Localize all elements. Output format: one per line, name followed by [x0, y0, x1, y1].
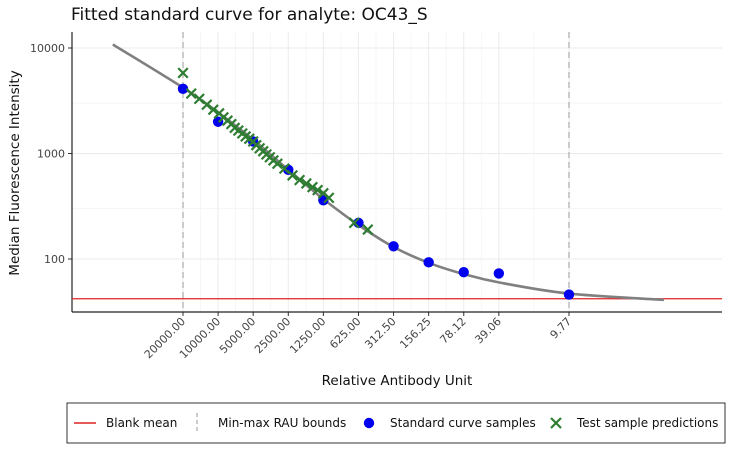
x-tick-label: 78.12 [437, 315, 468, 346]
test-prediction-point [300, 177, 312, 190]
test-prediction-point [193, 93, 205, 105]
test-prediction-stroke [323, 192, 335, 204]
legend: Blank mean Min-max RAU bounds Standard cur… [66, 402, 726, 444]
test-prediction-point [286, 169, 299, 181]
fitted-curve [112, 43, 664, 302]
test-prediction-stroke [317, 187, 329, 199]
legend-label: Test sample predictions [576, 416, 718, 430]
test-prediction-stroke [362, 224, 374, 236]
y-tick-label: 10000 [30, 42, 65, 55]
legend-label: Standard curve samples [390, 416, 536, 430]
y-tick-label: 100 [44, 253, 65, 266]
legend-key-x [550, 417, 562, 429]
standard-sample-point [493, 268, 505, 279]
x-tick-label: 2500.00 [252, 315, 293, 356]
standard-sample-point [458, 266, 469, 278]
test-prediction-point [362, 224, 374, 236]
legend-key [363, 417, 375, 429]
test-prediction-point [348, 217, 360, 229]
test-prediction-stroke [201, 99, 213, 111]
test-prediction-stroke [193, 93, 205, 105]
test-prediction-point [177, 67, 189, 79]
x-axis-label: Relative Antibody Unit [322, 373, 473, 389]
y-axis-label: Median Fluorescence Intensity [7, 70, 23, 275]
standard-sample-point [177, 83, 189, 95]
test-prediction-point [312, 184, 324, 196]
standard-sample-point [423, 257, 434, 268]
test-prediction-point [323, 192, 335, 204]
legend-box [66, 402, 726, 444]
test-prediction-stroke [312, 184, 324, 196]
standard-sample-point [388, 241, 399, 252]
test-prediction-stroke [177, 67, 189, 79]
test-prediction-point [271, 158, 283, 170]
legend-key-circle [363, 417, 375, 429]
test-prediction-stroke [293, 174, 306, 186]
x-tick-label: 156.25 [397, 315, 433, 351]
test-prediction-stroke [207, 104, 219, 116]
x-tick-label: 5000.00 [217, 315, 258, 356]
standard-sample-point [318, 195, 329, 206]
test-prediction-stroke [278, 162, 290, 175]
x-tick-label: 9.77 [548, 315, 575, 342]
x-tick-label: 625.00 [327, 315, 363, 351]
legend-label: Blank mean [106, 416, 177, 430]
x-tick-label: 1250.00 [287, 315, 328, 356]
test-prediction-point [185, 87, 197, 100]
plot-area: 10010001000020000.0010000.005000.002500.… [30, 32, 722, 361]
test-prediction-point [207, 104, 219, 116]
standard-sample-point [563, 289, 575, 300]
test-prediction-stroke [271, 158, 283, 170]
test-prediction-point [306, 181, 319, 193]
legend-label: Min-max RAU bounds [218, 416, 346, 430]
test-prediction-point [293, 174, 306, 186]
test-prediction-stroke [306, 181, 319, 193]
y-tick-label: 1000 [37, 148, 65, 161]
x-tick-label: 39.06 [472, 315, 503, 346]
chart-title: Fitted standard curve for analyte: OC43_… [71, 5, 428, 25]
test-prediction-stroke [300, 177, 312, 190]
test-prediction-stroke [185, 87, 197, 100]
test-prediction-stroke [286, 169, 299, 181]
legend-key [550, 417, 562, 429]
x-tick-label: 312.50 [362, 315, 398, 351]
test-prediction-stroke [348, 217, 360, 229]
